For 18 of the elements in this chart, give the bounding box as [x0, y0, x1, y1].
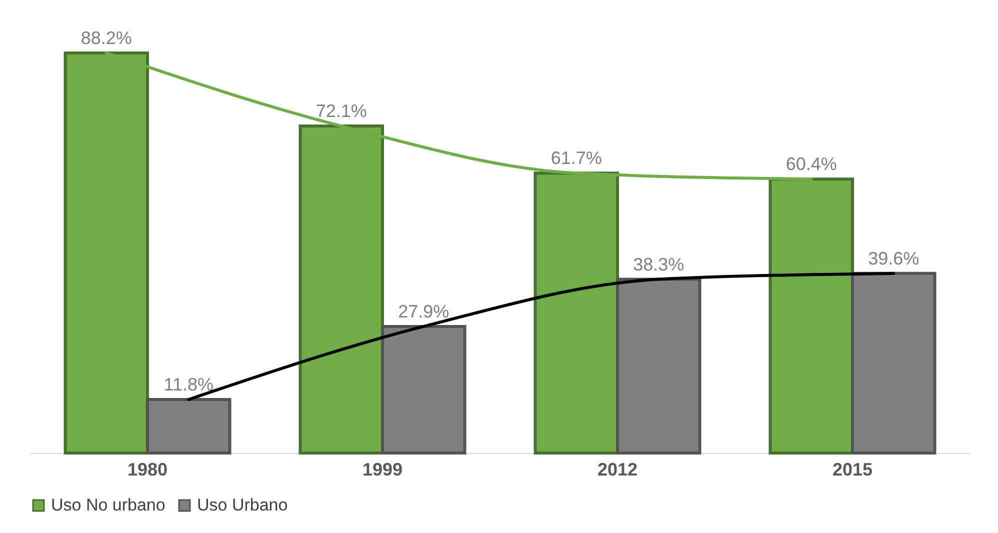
data-label: 11.8% [164, 374, 214, 394]
data-label: 39.6% [868, 248, 920, 268]
x-tick-label: 2012 [597, 460, 638, 480]
bar [381, 324, 466, 454]
data-label: 38.3% [633, 254, 684, 274]
data-label: 60.4% [786, 154, 837, 174]
x-tick-label: 2015 [832, 460, 873, 480]
data-label: 72.1% [316, 101, 367, 122]
bar [616, 278, 702, 454]
data-label: 61.7% [550, 148, 602, 168]
data-label: 27.9% [398, 301, 450, 322]
legend-label: Uso No urbano [51, 496, 166, 515]
legend-label: Uso Urbano [197, 496, 288, 515]
bar [146, 398, 232, 454]
x-tick-label: 1999 [362, 460, 403, 480]
bar [851, 272, 936, 454]
data-label: 88.2% [80, 28, 132, 48]
x-tick-label: 1980 [127, 460, 168, 480]
